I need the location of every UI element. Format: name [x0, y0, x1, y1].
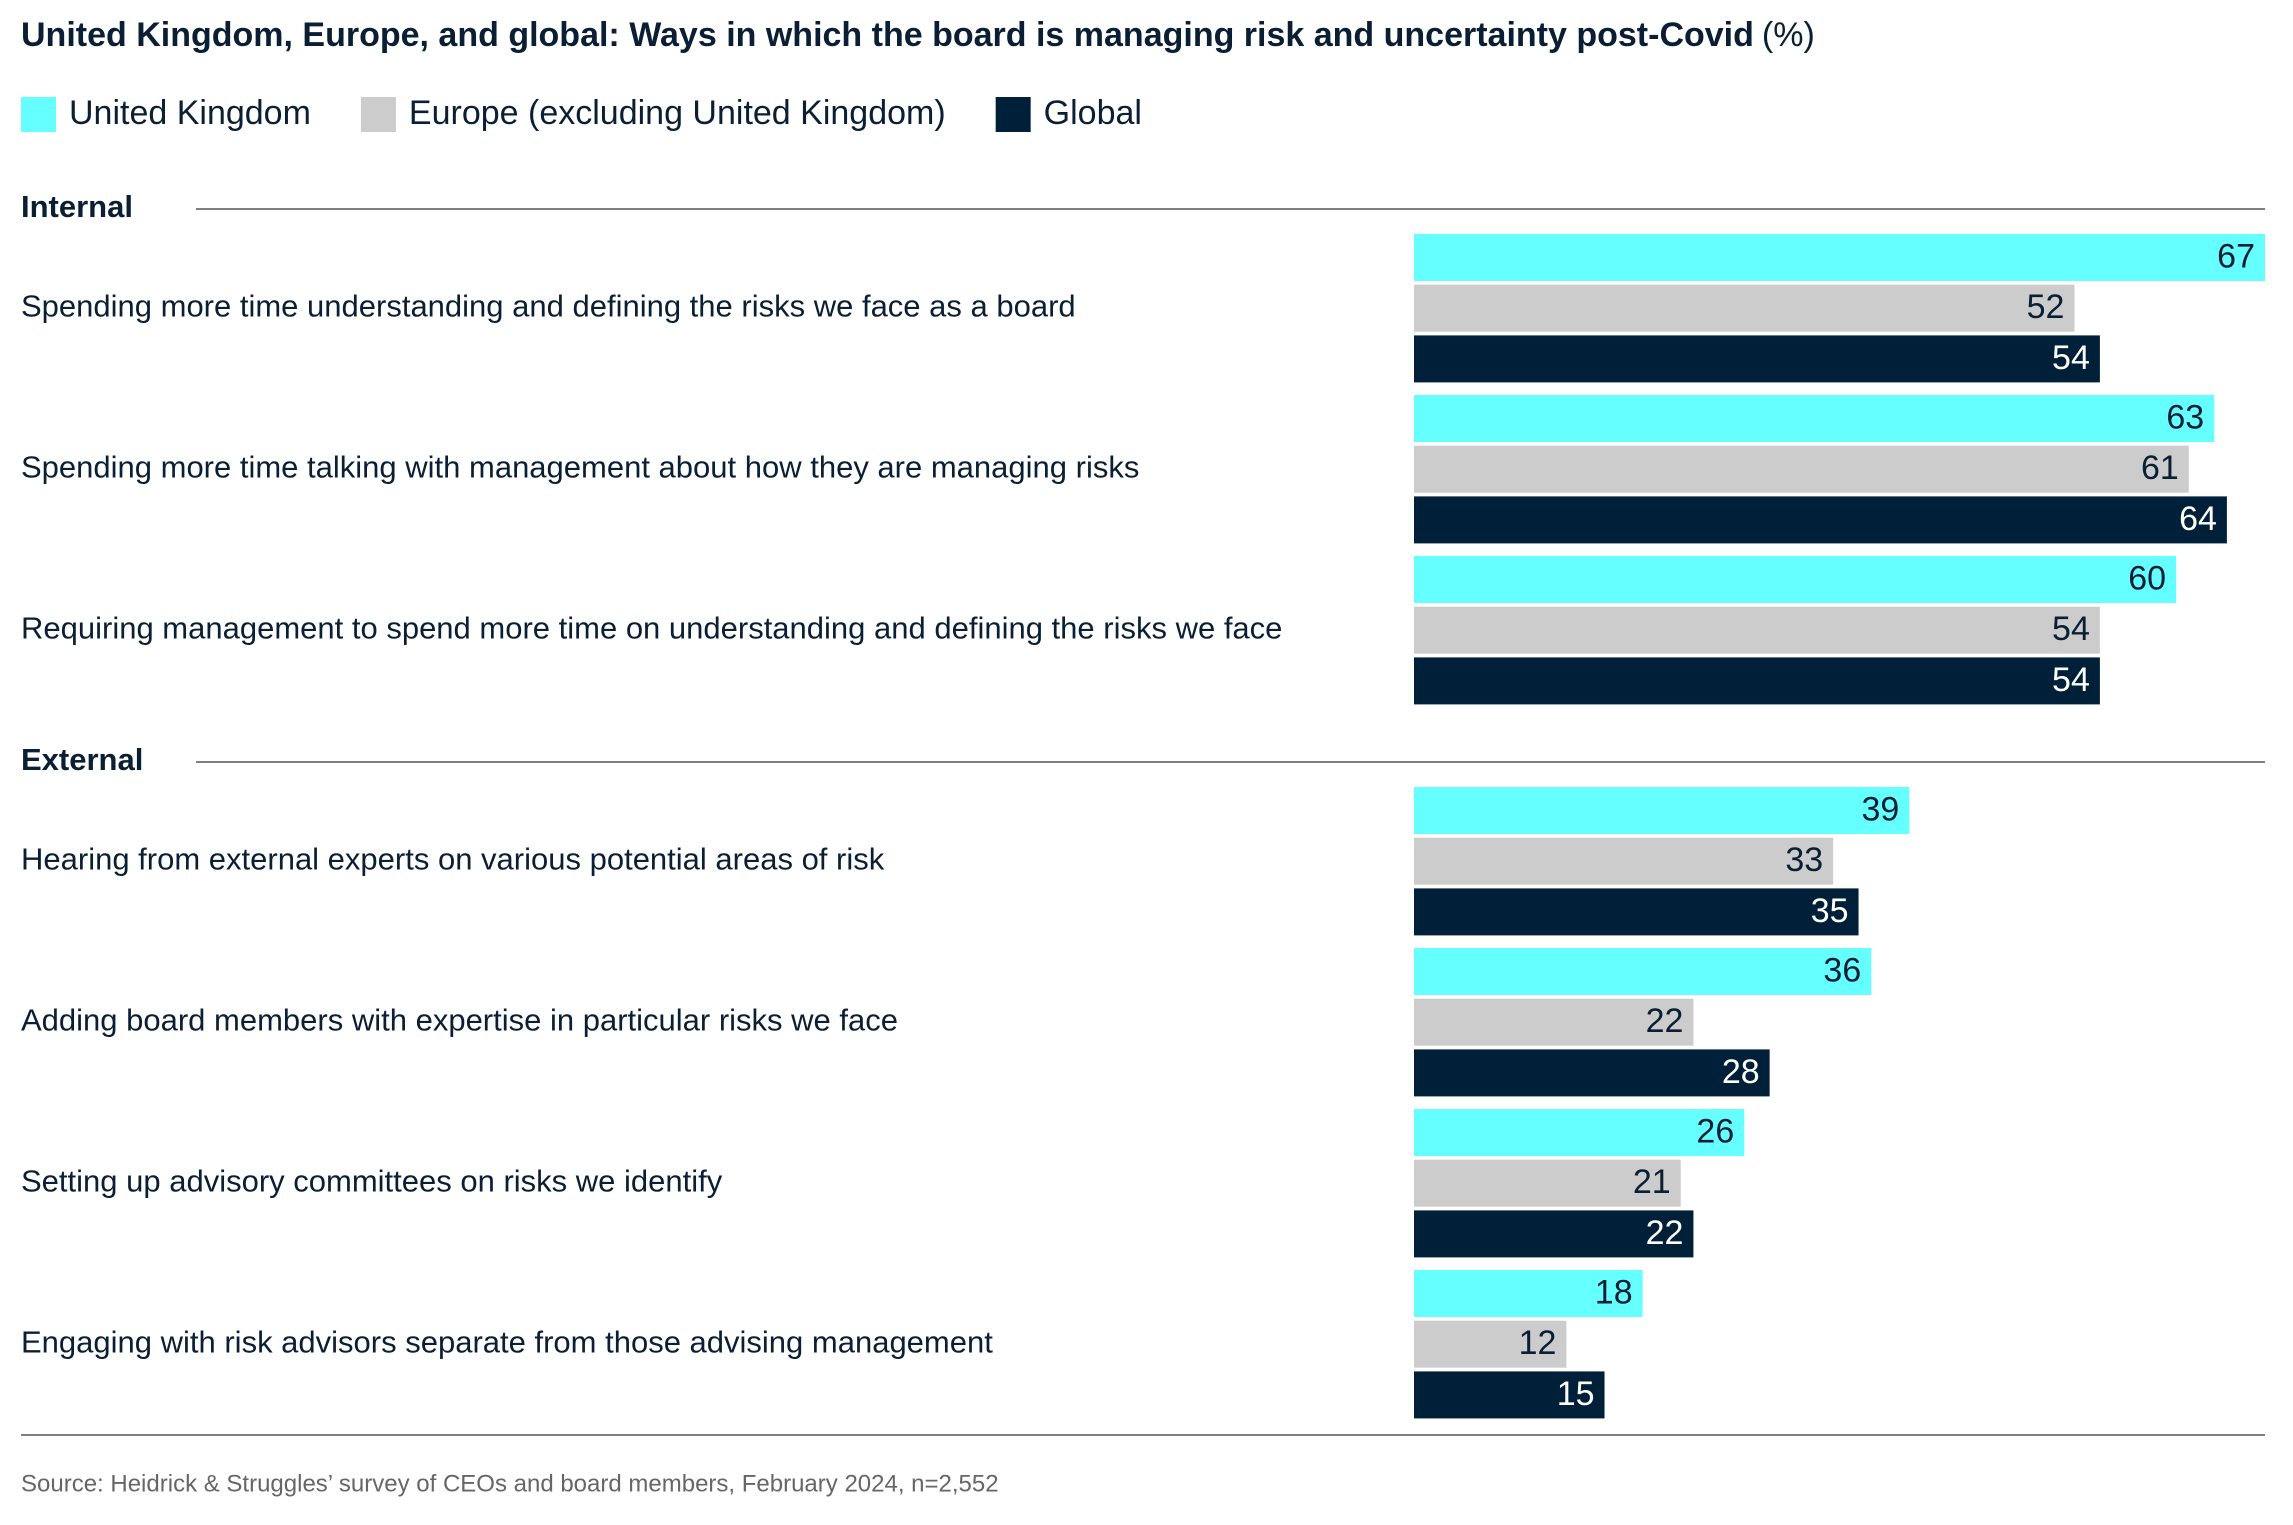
category-label: Requiring management to spend more time …	[21, 610, 1282, 645]
legend-label: United Kingdom	[69, 94, 311, 132]
bar	[1414, 335, 2100, 383]
value-label: 63	[2166, 398, 2204, 436]
value-label: 54	[2052, 610, 2090, 648]
bar	[1414, 888, 1859, 936]
value-label: 64	[2179, 500, 2217, 538]
category-label: Spending more time understanding and def…	[21, 288, 1076, 323]
value-label: 12	[1519, 1324, 1557, 1362]
bar	[1414, 1320, 1567, 1368]
bar	[1414, 1159, 1681, 1207]
value-label: 21	[1633, 1163, 1671, 1201]
value-label: 52	[2027, 288, 2065, 326]
value-label: 33	[1785, 841, 1823, 879]
value-label: 28	[1722, 1053, 1760, 1091]
bar	[1414, 445, 2189, 493]
bar	[1414, 556, 2177, 603]
legend-swatch	[995, 97, 1031, 132]
value-label: 22	[1646, 1002, 1684, 1040]
source-note: Source: Heidrick & Struggles’ survey of …	[21, 1470, 999, 1497]
value-label: 18	[1595, 1273, 1633, 1311]
bar	[1414, 496, 2227, 544]
category-label: Adding board members with expertise in p…	[21, 1002, 898, 1037]
chart-title-text: United Kingdom, Europe, and global: Ways…	[21, 16, 1815, 54]
value-label: 35	[1811, 892, 1849, 930]
chart-title: United Kingdom, Europe, and global: Ways…	[21, 16, 1754, 54]
category-label: Engaging with risk advisors separate fro…	[21, 1324, 993, 1359]
bar	[1414, 657, 2100, 705]
value-label: 61	[2141, 449, 2179, 487]
value-label: 36	[1823, 951, 1861, 989]
chart-title-unit: (%)	[1762, 16, 1815, 54]
bar	[1414, 1371, 1605, 1419]
legend-swatch	[21, 97, 56, 132]
bar	[1414, 787, 1910, 834]
legend-label: Global	[1044, 94, 1142, 132]
value-label: 54	[2052, 339, 2090, 377]
value-label: 60	[2128, 559, 2166, 597]
value-label: 39	[1862, 790, 1900, 828]
value-label: 22	[1646, 1214, 1684, 1252]
value-label: 26	[1696, 1112, 1734, 1150]
bar	[1414, 1049, 1770, 1097]
bar	[1414, 1210, 1694, 1258]
legend-swatch	[360, 97, 396, 132]
bar	[1414, 284, 2075, 332]
value-label: 54	[2052, 661, 2090, 699]
value-label: 67	[2217, 237, 2255, 275]
bar	[1414, 948, 1872, 995]
category-label: Spending more time talking with manageme…	[21, 449, 1139, 484]
category-label: Setting up advisory committees on risks …	[21, 1163, 723, 1198]
bar	[1414, 1109, 1745, 1156]
legend-label: Europe (excluding United Kingdom)	[409, 94, 946, 132]
section-heading: Internal	[21, 189, 133, 224]
value-label: 15	[1557, 1375, 1595, 1413]
bar	[1414, 606, 2100, 654]
bar	[1414, 998, 1694, 1046]
bar	[1414, 234, 2265, 281]
section-heading: External	[21, 742, 143, 777]
bar	[1414, 1270, 1643, 1317]
category-label: Hearing from external experts on various…	[21, 841, 885, 876]
bar	[1414, 837, 1834, 885]
bar	[1414, 395, 2215, 442]
